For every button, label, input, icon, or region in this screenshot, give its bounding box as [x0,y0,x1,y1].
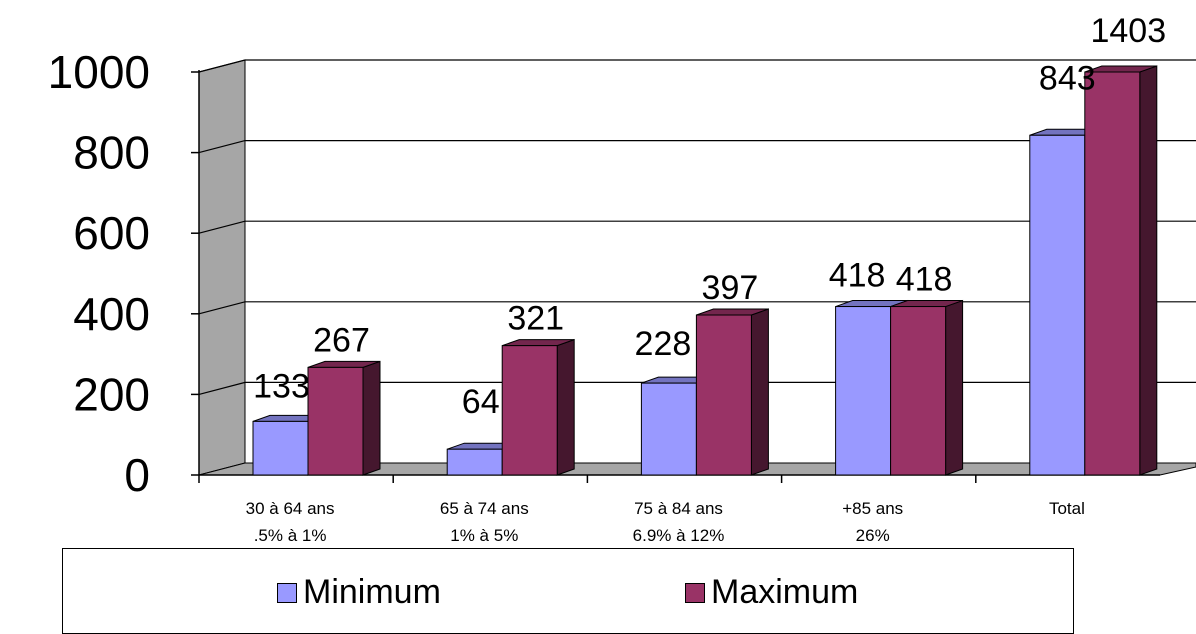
data-label-minimum-4: 843 [1039,59,1096,97]
y-tick-label: 0 [124,449,150,501]
bar-front [501,345,558,476]
data-label-minimum-2: 228 [635,325,692,363]
x-tick-label: 75 à 84 ans 6.9% à 12% [633,499,725,545]
x-tick-label: +85 ans 26% [842,499,903,545]
x-tick-label: 30 à 64 ans .5% à 1% [246,499,335,545]
bars [252,65,1158,476]
gridline [198,140,1196,154]
legend-swatch-minimum [277,582,297,603]
bar-maximum-2 [695,308,769,476]
legend-item-minimum: Minimum [277,573,441,612]
y-tick-label: 1000 [48,46,150,98]
legend-item-maximum: Maximum [685,573,858,612]
bar-side [556,338,575,476]
gridline [198,59,1196,73]
bar-front [835,306,892,476]
bar-side [362,360,381,476]
y-tick-label: 600 [73,207,150,259]
bar-front [446,448,503,476]
legend: Minimum Maximum [62,548,1074,634]
bar-front [1084,71,1141,476]
bar-front [307,366,364,476]
data-label-maximum-4: 1403 [1090,12,1166,50]
data-label-maximum-3: 418 [896,261,953,299]
gridline [198,220,1196,234]
bar-side [1139,65,1158,476]
bar-maximum-3 [890,299,964,476]
y-tick-label: 200 [73,368,150,420]
data-label-minimum-0: 133 [253,367,310,405]
data-label-minimum-1: 64 [462,383,500,421]
legend-swatch-maximum [685,582,705,603]
data-label-maximum-0: 267 [313,321,370,359]
bar-side [945,299,964,476]
bar-side [750,308,769,476]
y-tick-label: 400 [73,288,150,340]
side-wall [198,59,246,476]
bar-maximum-0 [307,360,381,476]
data-label-minimum-3: 418 [829,257,886,295]
bar-front [695,314,752,476]
bar-front [890,306,947,476]
bar-front [252,420,309,476]
bar-maximum-1 [501,338,575,476]
data-label-maximum-1: 321 [507,300,564,338]
x-axis-tick-labels: 30 à 64 ans .5% à 1% 65 à 74 ans 1% à 5% 75 … [246,499,1085,545]
x-tick-label: Total [1049,499,1085,518]
legend-label-minimum: Minimum [303,573,441,611]
bar-front [1029,134,1086,476]
y-axis-tick-labels: 0 200 400 600 800 1000 [48,46,150,501]
legend-label-maximum: Maximum [711,573,859,611]
bar-maximum-4 [1084,65,1158,476]
data-label-maximum-2: 397 [702,269,759,307]
x-tick-label: 65 à 74 ans 1% à 5% [440,499,529,545]
bar-front [640,382,697,476]
y-tick-label: 800 [73,127,150,179]
